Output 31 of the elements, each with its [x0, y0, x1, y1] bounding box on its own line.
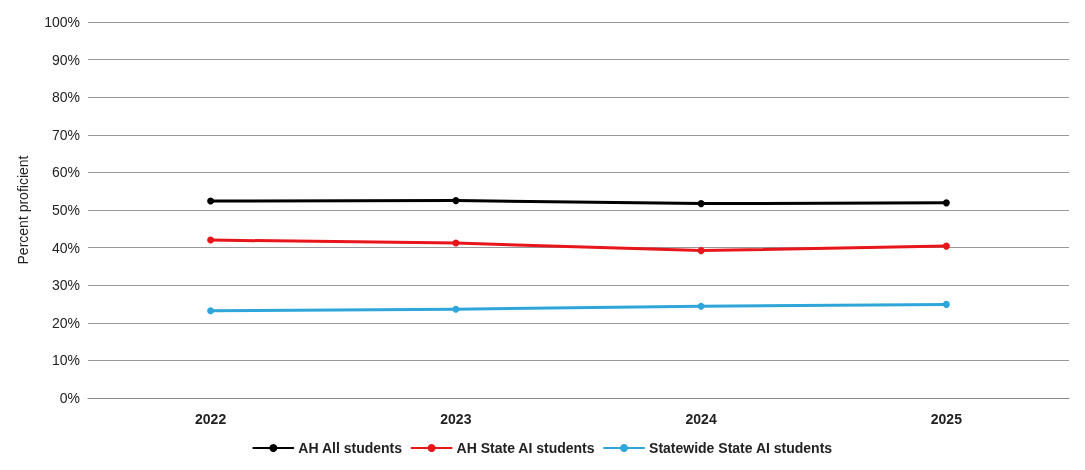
y-tick-label: 80% — [51, 89, 80, 106]
y-tick-label: 20% — [51, 314, 80, 331]
point — [942, 300, 950, 308]
point — [697, 200, 705, 208]
x-tick-label: 2025 — [930, 411, 963, 427]
y-tick-label: 100% — [44, 14, 80, 30]
x-tick-label: 2023 — [440, 411, 472, 427]
point — [452, 197, 460, 205]
point — [452, 239, 460, 247]
y-tick-label: 10% — [51, 352, 80, 369]
point — [942, 199, 950, 207]
x-tick-label: 2024 — [685, 411, 717, 427]
y-tick-label: 90% — [51, 51, 80, 68]
legend-label: AH State AI students — [456, 440, 595, 456]
point — [697, 247, 705, 255]
y-axis-title: Percent proficient — [15, 155, 31, 265]
y-tick-label: 60% — [51, 164, 80, 181]
y-tick-label: 40% — [51, 239, 80, 256]
point — [942, 242, 950, 250]
x-tick-label: 2022 — [195, 411, 227, 427]
point — [452, 305, 460, 313]
y-tick-label: 50% — [51, 202, 80, 218]
legend-label: Statewide State AI students — [649, 440, 833, 456]
y-tick-label: 70% — [51, 126, 80, 143]
y-tick-label: 0% — [59, 390, 80, 406]
point — [207, 307, 215, 315]
legend-label: AH All students — [298, 440, 403, 456]
point — [207, 197, 215, 205]
y-tick-label: 30% — [51, 277, 80, 294]
point — [697, 302, 705, 310]
point — [207, 236, 215, 244]
